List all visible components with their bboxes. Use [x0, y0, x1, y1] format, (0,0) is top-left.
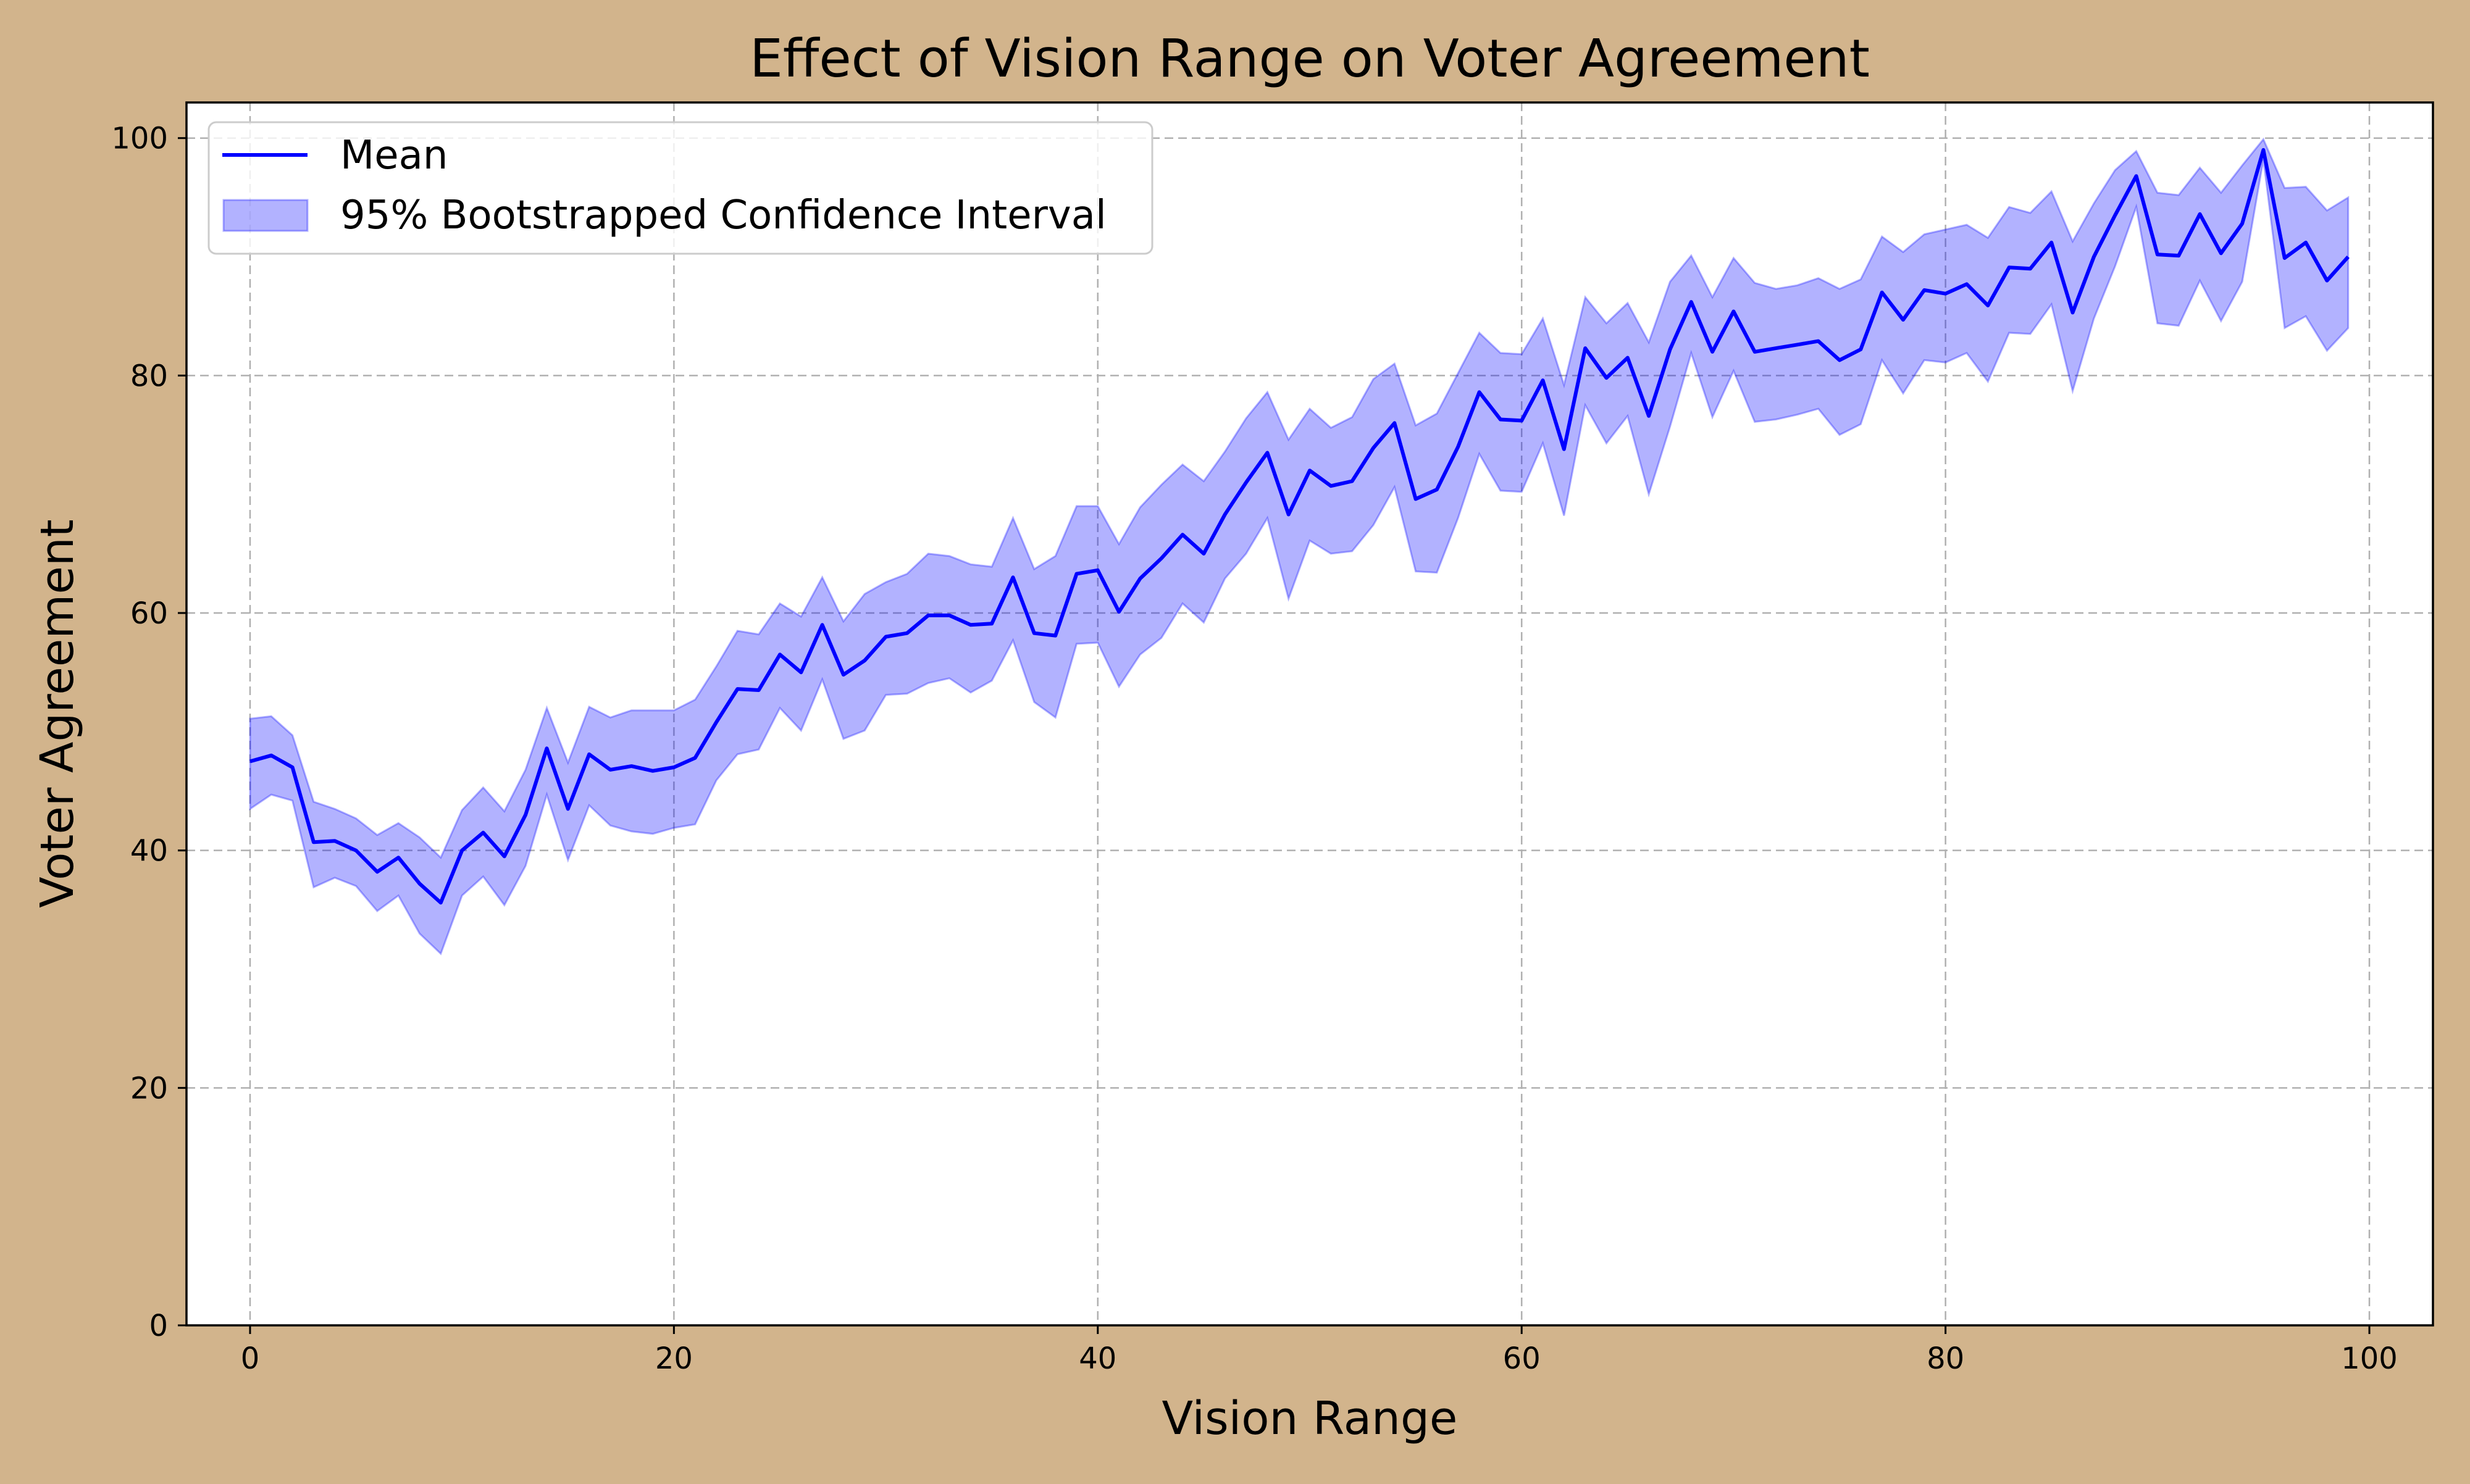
y-tick-label: 100 [111, 122, 168, 156]
x-tick-label: 40 [1079, 1341, 1116, 1376]
legend-ci-swatch [222, 199, 309, 232]
y-axis-label: Voter Agreement [31, 519, 84, 908]
legend-mean-label: Mean [340, 133, 448, 178]
x-tick-label: 0 [241, 1341, 260, 1376]
axis-ticks: 0 20 40 60 80 100 0 20 40 60 80 100 [111, 122, 2397, 1376]
y-tick-label: 60 [130, 596, 168, 631]
plot-area [186, 102, 2433, 1325]
x-tick-label: 20 [655, 1341, 693, 1376]
x-tick-label: 100 [2341, 1341, 2398, 1376]
x-axis-label: Vision Range [1162, 1392, 1458, 1445]
y-tick-label: 20 [130, 1071, 168, 1106]
legend-ci-label: 95% Bootstrapped Confidence Interval [340, 193, 1107, 238]
data-layer [249, 137, 2350, 956]
plot-frame [185, 101, 2434, 1327]
chart-title: Effect of Vision Range on Voter Agreemen… [750, 28, 1870, 90]
legend-frame [207, 121, 1153, 255]
x-tick-label: 80 [1927, 1341, 1964, 1376]
y-tick-label: 80 [130, 359, 168, 393]
legend: Mean 95% Bootstrapped Confidence Interva… [207, 121, 1153, 255]
y-tick-label: 40 [130, 834, 168, 869]
mean-line [249, 148, 2350, 905]
x-tick-label: 60 [1503, 1341, 1541, 1376]
y-tick-label: 0 [149, 1309, 168, 1343]
confidence-band [249, 137, 2350, 956]
